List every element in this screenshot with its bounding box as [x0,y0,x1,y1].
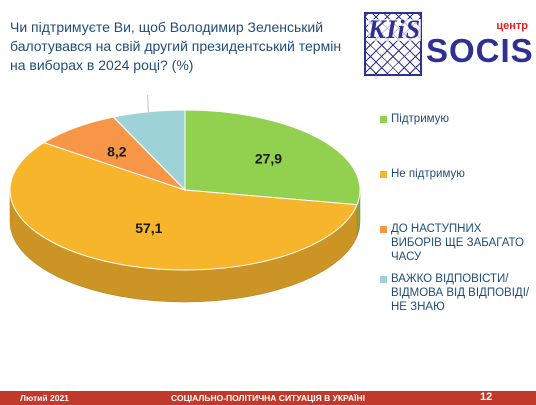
legend-swatch [380,276,387,283]
legend-label: ВАЖКО ВІДПОВІСТИ/ ВІДМОВА ВІД ВІДПОВІДІ/… [391,273,530,313]
legend-label: Підтримую [391,113,450,125]
legend-item: Підтримую [380,112,536,126]
footer-date: Лютий 2021 [20,393,69,403]
pie-slice-до-наступних-виборів-ще-забагато-часу [42,116,186,191]
footer-bar: СОЦІАЛЬНО-ПОЛІТИЧНА СИТУАЦІЯ В УКРАЇНІ Л… [0,391,536,405]
legend-item: ВАЖКО ВІДПОВІСТИ/ ВІДМОВА ВІД ВІДПОВІДІ/… [380,272,536,314]
kiis-socis-logo: KIiS центр SOCIS [358,6,536,86]
legend-item: ДО НАСТУПНИХ ВИБОРІВ ЩЕ ЗАБАГАТО ЧАСУ [380,222,536,264]
logo-centr-label: центр [496,20,528,32]
legend-label: Не підтримую [391,168,465,180]
socis-logo-text: SOCIS [426,32,534,69]
pie-label-не-підтримую: 57,1 [135,220,162,236]
pie-label-до-наступних-виборів-ще-забагато-часу: 8,2 [107,143,127,159]
pie-top [9,109,361,271]
pie-chart: 27,957,18,26,7 [9,95,361,303]
legend-swatch [380,171,387,178]
pie-slice-підтримую [184,109,361,206]
pie-slice-не-підтримую [9,142,358,271]
chart-title: Чи підтримуєте Ви, щоб Володимир Зеленсь… [10,19,342,73]
pie-labels: 27,957,18,26,7 [107,95,282,236]
footer-title: СОЦІАЛЬНО-ПОЛІТИЧНА СИТУАЦІЯ В УКРАЇНІ [171,393,365,403]
legend-swatch [380,116,387,123]
legend-item: Не підтримую [380,167,536,181]
pie-leader-важко-відповісти-відмова-від-відповіді-не-знаю [147,95,149,112]
page-number: 12 [480,391,493,403]
kiis-logo-text: KIiS [368,15,422,44]
pie-slice-важко-відповісти-відмова-від-відповіді-не-знаю [112,109,186,192]
legend-swatch [380,226,387,233]
pie-label-підтримую: 27,9 [255,150,282,166]
legend-label: ДО НАСТУПНИХ ВИБОРІВ ЩЕ ЗАБАГАТО ЧАСУ [391,223,524,263]
